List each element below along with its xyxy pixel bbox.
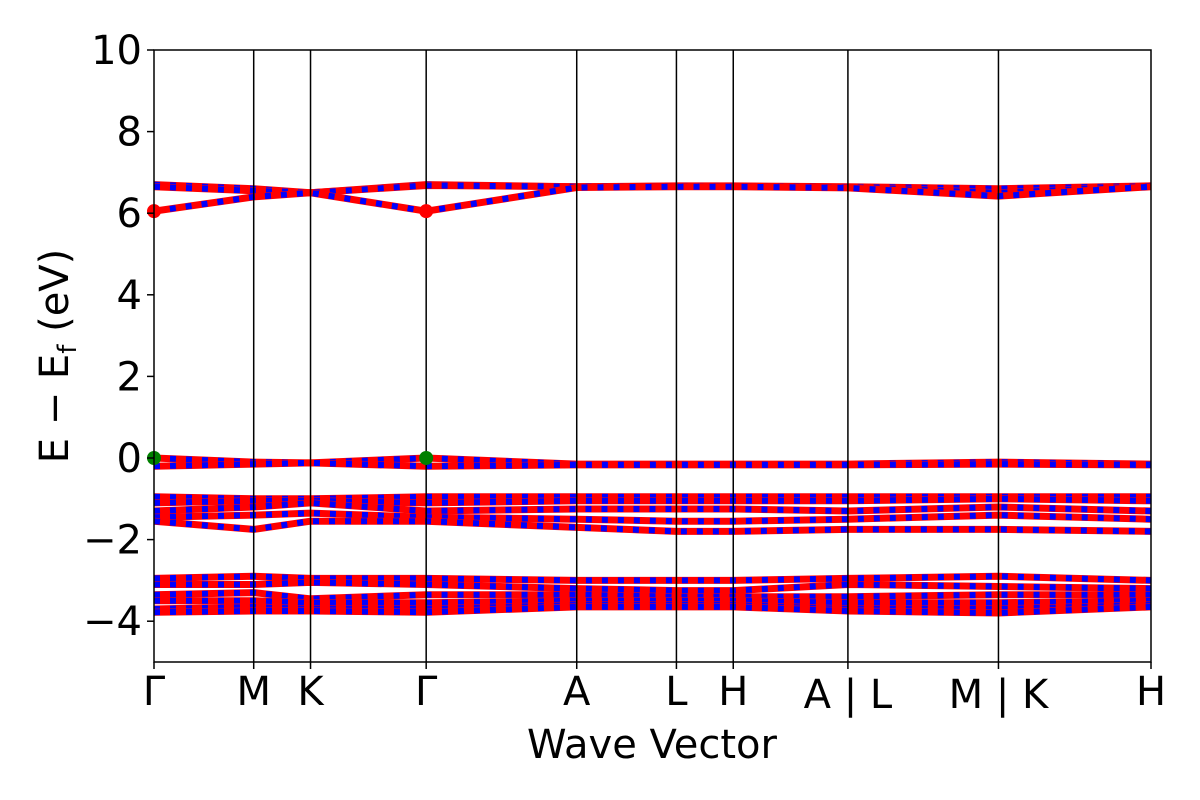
cbm-marker-1 [419,204,434,219]
y-tick-label-7: −4 [83,599,142,645]
y-axis-label: E − Ef (eV) [32,249,83,464]
plot-area-background [154,50,1151,662]
x-tick-label-1: M [236,669,271,715]
bands-layer [154,181,1151,617]
y-axis-label-main: E − E [32,354,78,464]
x-axis-label: Wave Vector [527,722,778,768]
x-tick-label-4: A [563,669,591,715]
y-tick-label-0: 10 [91,28,142,74]
y-tick-label-6: −2 [83,518,142,564]
band-4-projection [154,459,1151,470]
band-7-projection [154,499,1151,515]
vbm-marker-3 [419,451,434,465]
y-tick-label-4: 2 [117,354,142,400]
x-tick-label-7: A | L [804,672,893,718]
y-tick-label-3: 4 [117,273,142,319]
band-12-projection [154,589,1151,602]
y-axis-label-subscript: f [53,344,83,354]
y-tick-label-5: 0 [117,436,142,482]
band-11-projection [154,579,1151,594]
x-tick-label-5: L [665,669,688,715]
band-8-projection [154,510,1151,525]
x-tick-label-8: M | K [949,672,1050,718]
band-2-projection [154,183,1151,215]
band-10-projection [154,573,1151,584]
band-13-projection [154,597,1151,606]
x-tick-label-3: Γ [415,669,438,715]
x-tick-label-6: H [718,669,748,715]
y-axis-label-unit: (eV) [32,249,78,345]
band-15-projection [154,603,1151,617]
band-6-projection [154,495,1151,506]
y-tick-label-1: 8 [117,110,142,156]
y-tick-label-2: 6 [117,191,142,237]
band-9-projection [154,518,1151,535]
high-symmetry-lines [252,50,1000,662]
x-tick-label-2: K [297,669,325,715]
x-tick-label-0: Γ [143,669,166,715]
y-axis-ticks: 10 8 6 4 2 0 −2 −4 [83,28,154,645]
x-tick-label-9: H [1136,669,1166,715]
plot-frame [153,49,1152,663]
